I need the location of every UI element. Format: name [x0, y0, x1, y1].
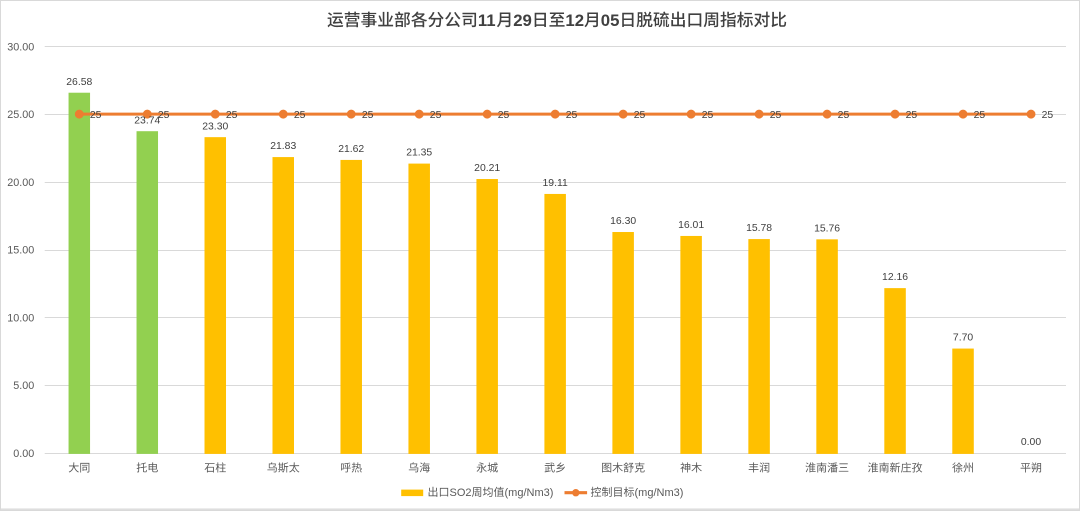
- svg-text:16.01: 16.01: [678, 220, 704, 231]
- svg-text:25: 25: [1042, 110, 1054, 121]
- svg-text:SO2: SO2: [450, 487, 472, 499]
- svg-text:21.35: 21.35: [406, 148, 432, 159]
- svg-text:25: 25: [566, 110, 578, 121]
- svg-text:25: 25: [838, 110, 850, 121]
- svg-text:26.58: 26.58: [66, 77, 92, 88]
- svg-text:23.30: 23.30: [202, 121, 228, 132]
- svg-text:29: 29: [513, 11, 532, 30]
- svg-text:15.76: 15.76: [814, 223, 840, 234]
- svg-text:25: 25: [430, 110, 442, 121]
- svg-text:25: 25: [770, 110, 782, 121]
- svg-text:20.00: 20.00: [7, 177, 34, 189]
- svg-text:25: 25: [498, 110, 510, 121]
- svg-text:25: 25: [634, 110, 646, 121]
- svg-text:0.00: 0.00: [1021, 437, 1041, 448]
- svg-text:25: 25: [158, 110, 170, 121]
- svg-text:(mg/Nm3): (mg/Nm3): [635, 487, 684, 499]
- svg-text:15.78: 15.78: [746, 223, 772, 234]
- svg-text:25: 25: [906, 110, 918, 121]
- svg-text:15.00: 15.00: [7, 245, 34, 257]
- svg-text:25: 25: [974, 110, 986, 121]
- svg-text:12: 12: [565, 11, 584, 30]
- svg-text:20.21: 20.21: [474, 163, 500, 174]
- svg-text:10.00: 10.00: [7, 312, 34, 324]
- svg-text:23.74: 23.74: [134, 115, 160, 126]
- svg-text:11: 11: [478, 11, 496, 30]
- svg-text:16.30: 16.30: [610, 216, 636, 227]
- svg-text:5.00: 5.00: [13, 380, 34, 392]
- svg-text:0.00: 0.00: [13, 448, 34, 460]
- svg-text:21.83: 21.83: [270, 141, 296, 152]
- svg-text:7.70: 7.70: [953, 333, 973, 344]
- svg-text:25: 25: [90, 110, 102, 121]
- svg-text:12.16: 12.16: [882, 272, 908, 283]
- svg-text:25: 25: [702, 110, 714, 121]
- svg-text:21.62: 21.62: [338, 144, 364, 155]
- svg-text:25: 25: [294, 110, 306, 121]
- svg-text:30.00: 30.00: [7, 41, 34, 53]
- svg-text:25.00: 25.00: [7, 109, 34, 121]
- svg-text:19.11: 19.11: [543, 178, 568, 189]
- svg-text:(mg/Nm3): (mg/Nm3): [505, 487, 554, 499]
- svg-text:25: 25: [226, 110, 238, 121]
- svg-text:05: 05: [601, 11, 620, 30]
- svg-text:25: 25: [362, 110, 374, 121]
